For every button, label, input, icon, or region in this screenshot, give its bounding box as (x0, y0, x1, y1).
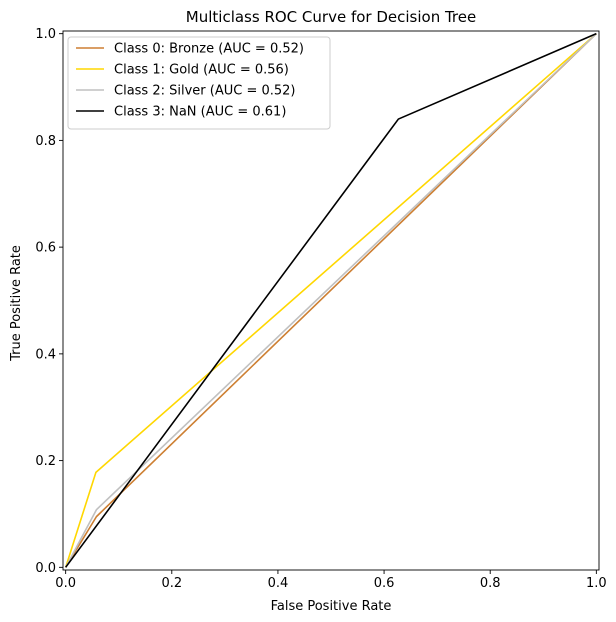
axes: 0.0 0.2 0.4 0.6 0.8 1.0 0.0 0.2 0.4 0.6 0.8 1.0 (35, 27, 606, 591)
legend-label-2: Class 2: Silver (AUC = 0.52) (114, 84, 296, 99)
x-tick-label: 0.6 (374, 576, 395, 591)
x-tick-label: 0.4 (268, 576, 289, 591)
x-tick-label: 1.0 (586, 576, 607, 591)
chart-title: Multiclass ROC Curve for Decision Tree (186, 8, 476, 26)
x-tick-label: 0.0 (55, 576, 76, 591)
series-line-2 (64, 33, 597, 568)
plot-frame (62, 30, 600, 571)
x-axis-label: False Positive Rate (271, 599, 392, 614)
x-tick-label: 0.8 (480, 576, 501, 591)
x-tick-label: 0.2 (161, 576, 182, 591)
y-tick-label: 0.4 (35, 347, 56, 362)
legend-label-3: Class 3: NaN (AUC = 0.61) (114, 105, 286, 120)
y-tick-label: 1.0 (35, 27, 56, 42)
legend-label-0: Class 0: Bronze (AUC = 0.52) (114, 42, 304, 57)
legend: Class 0: Bronze (AUC = 0.52) Class 1: Gol… (67, 36, 331, 130)
series-line-0 (64, 33, 597, 568)
series-line-3 (65, 32, 597, 568)
y-axis-label: True Positive Rate (9, 245, 24, 362)
y-tick-label: 0.2 (35, 454, 56, 469)
plot-area (64, 32, 597, 568)
y-tick-label: 0.6 (35, 241, 56, 256)
legend-box (67, 36, 331, 130)
y-tick-label: 0.8 (35, 134, 56, 149)
legend-label-1: Class 1: Gold (AUC = 0.56) (114, 63, 289, 78)
y-tick-label: 0.0 (35, 561, 56, 576)
series-line-1 (64, 33, 597, 568)
